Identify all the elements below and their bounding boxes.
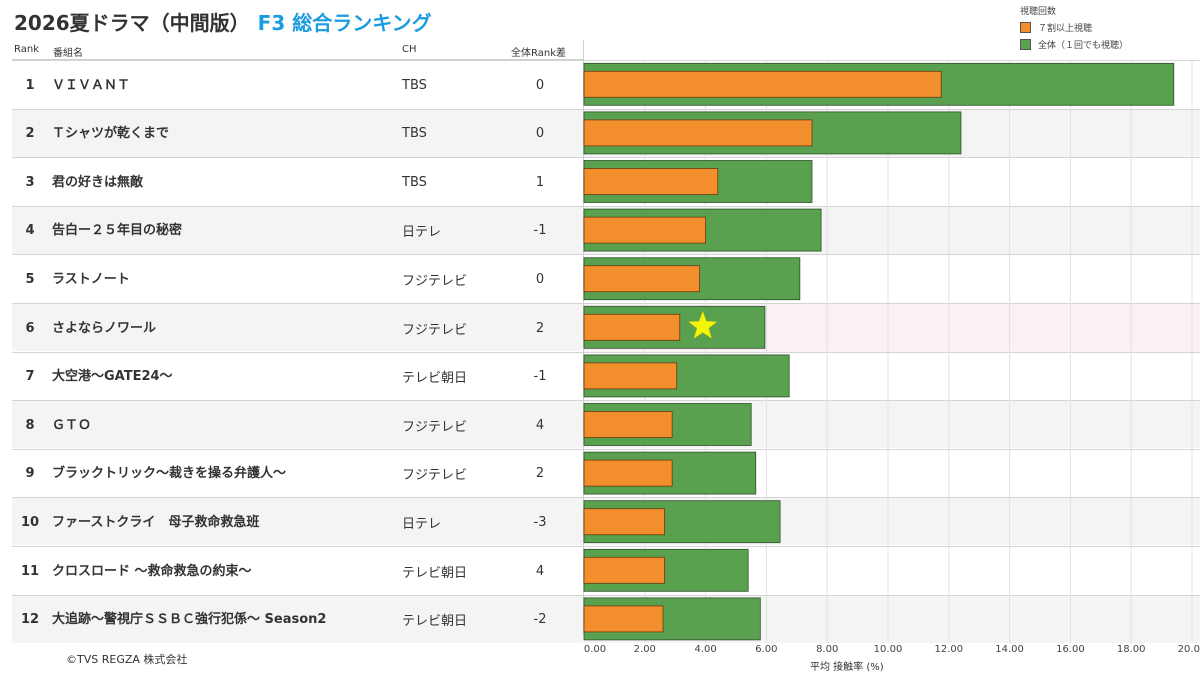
program-name: 告白ー２５年目の秘密 <box>52 223 183 239</box>
program-name: ファーストクライ 母子救命救急班 <box>52 514 260 530</box>
program-name: クロスロード ～救命救急の約束～ <box>52 563 252 579</box>
rank-cell: 11 <box>20 563 40 579</box>
x-tick-label: 20.00 <box>1178 644 1200 655</box>
x-tick-label: 12.00 <box>934 644 963 655</box>
program-name: 君の好きは無敵 <box>52 174 144 190</box>
table-plot-divider <box>583 40 584 634</box>
rank-cell: 10 <box>20 514 40 530</box>
legend-label-all: 全体（１回でも視聴） <box>1038 41 1129 51</box>
chart-title: 2026夏ドラマ（中間版） F3 総合ランキング <box>14 7 432 36</box>
header-rank: Rank <box>14 44 39 55</box>
channel-cell: TBS <box>402 126 427 142</box>
table-row: 1 ＶＩＶＡＮＴ TBS 0 <box>12 60 1200 108</box>
x-tick-label: 0.00 <box>584 644 606 655</box>
bar-70pct-viewers <box>583 459 673 487</box>
channel-cell: 日テレ <box>402 516 442 532</box>
channel-cell: フジテレビ <box>402 273 468 289</box>
bar-70pct-viewers <box>583 362 678 390</box>
channel-cell: テレビ朝日 <box>402 614 468 630</box>
bar-70pct-viewers <box>583 556 665 584</box>
title-main: 2026夏ドラマ（中間版） <box>14 11 250 35</box>
rank-cell: 3 <box>25 174 35 190</box>
channel-cell: テレビ朝日 <box>402 371 468 387</box>
channel-cell: TBS <box>402 174 427 190</box>
bar-70pct-viewers <box>583 265 700 293</box>
bar-70pct-viewers <box>583 216 706 244</box>
bar-70pct-viewers <box>583 605 664 633</box>
rank-cell: 12 <box>20 612 40 628</box>
program-name: ブラックトリック～裁きを操る弁護人～ <box>52 466 287 482</box>
program-name: Ｔシャツが乾くまで <box>52 126 170 142</box>
program-name: ラストノート <box>52 271 130 287</box>
x-tick-label: 2.00 <box>634 644 656 655</box>
x-tick-label: 14.00 <box>995 644 1024 655</box>
rank-cell: 9 <box>25 466 35 482</box>
legend-item-all: 全体（１回でも視聴） <box>1020 38 1128 51</box>
program-name: ＧＴＯ <box>52 417 92 433</box>
bar-70pct-viewers <box>583 313 681 341</box>
copyright: ©TVS REGZA 株式会社 <box>66 653 188 666</box>
star-icon <box>687 310 718 339</box>
x-tick-label: 6.00 <box>755 644 777 655</box>
channel-cell: 日テレ <box>402 225 442 241</box>
rank-cell: 7 <box>25 369 35 385</box>
channel-cell: テレビ朝日 <box>402 565 468 581</box>
x-axis-title: 平均 接触率 (%) <box>810 662 884 673</box>
channel-cell: フジテレビ <box>402 322 468 338</box>
header-divider <box>12 59 583 60</box>
bar-70pct-viewers <box>583 168 719 195</box>
title-sub: F3 総合ランキング <box>257 11 432 35</box>
rank-cell: 6 <box>25 320 35 336</box>
table-row: 11 クロスロード ～救命救急の約束～ テレビ朝日 4 <box>12 546 1200 594</box>
legend-title: 視聴回数 <box>1020 7 1057 17</box>
x-tick-label: 16.00 <box>1056 644 1085 655</box>
header-name: 番組名 <box>53 48 83 59</box>
rank-cell: 4 <box>25 223 35 239</box>
rank-diff-cell: 0 <box>535 77 545 93</box>
rank-diff-cell: 4 <box>535 417 545 433</box>
bar-70pct-viewers <box>583 70 942 98</box>
rank-diff-cell: 0 <box>535 126 545 142</box>
rank-cell: 8 <box>25 417 35 433</box>
rank-diff-cell: 0 <box>535 271 545 287</box>
program-name: 大追跡～警視庁ＳＳＢＣ強行犯係～ Season2 <box>52 612 327 628</box>
channel-cell: フジテレビ <box>402 419 468 435</box>
rank-diff-cell: -1 <box>533 223 547 239</box>
rank-cell: 1 <box>25 77 35 93</box>
table-row: 3 君の好きは無敵 TBS 1 <box>12 157 1200 205</box>
rank-diff-cell: 4 <box>535 563 545 579</box>
channel-cell: フジテレビ <box>402 468 468 484</box>
channel-cell: TBS <box>402 77 427 93</box>
rank-cell: 5 <box>25 271 35 287</box>
program-name: 大空港～GATE24～ <box>52 369 173 385</box>
rank-diff-cell: 1 <box>535 174 545 190</box>
bar-70pct-viewers <box>583 119 813 147</box>
legend-label-top70: ７割以上視聴 <box>1038 24 1093 34</box>
header-diff: 全体Rank差 <box>511 48 566 59</box>
bar-70pct-viewers <box>583 508 665 536</box>
rank-diff-cell: -3 <box>533 514 547 530</box>
legend-swatch-green <box>1020 39 1031 50</box>
program-name: ＶＩＶＡＮＴ <box>52 77 131 93</box>
legend: 視聴回数 ７割以上視聴 全体（１回でも視聴） <box>1020 4 1128 55</box>
rank-diff-cell: 2 <box>535 466 545 482</box>
table-row: 7 大空港～GATE24～ テレビ朝日 -1 <box>12 351 1200 400</box>
header-ch: CH <box>402 44 417 55</box>
legend-swatch-orange <box>1020 22 1031 33</box>
table-row: 9 ブラックトリック～裁きを操る弁護人～ フジテレビ 2 <box>12 448 1200 497</box>
rank-diff-cell: -2 <box>533 612 547 628</box>
legend-item-top70: ７割以上視聴 <box>1020 21 1128 34</box>
program-name: さよならノワール <box>52 320 157 336</box>
rank-diff-cell: 2 <box>535 320 545 336</box>
x-tick-label: 10.00 <box>874 644 903 655</box>
x-tick-label: 8.00 <box>816 644 838 655</box>
rank-cell: 2 <box>25 126 35 142</box>
table-row: 5 ラストノート フジテレビ 0 <box>12 254 1200 302</box>
rank-diff-cell: -1 <box>533 369 547 385</box>
bar-70pct-viewers <box>583 411 673 438</box>
x-tick-label: 4.00 <box>694 644 716 655</box>
x-tick-label: 18.00 <box>1117 644 1146 655</box>
